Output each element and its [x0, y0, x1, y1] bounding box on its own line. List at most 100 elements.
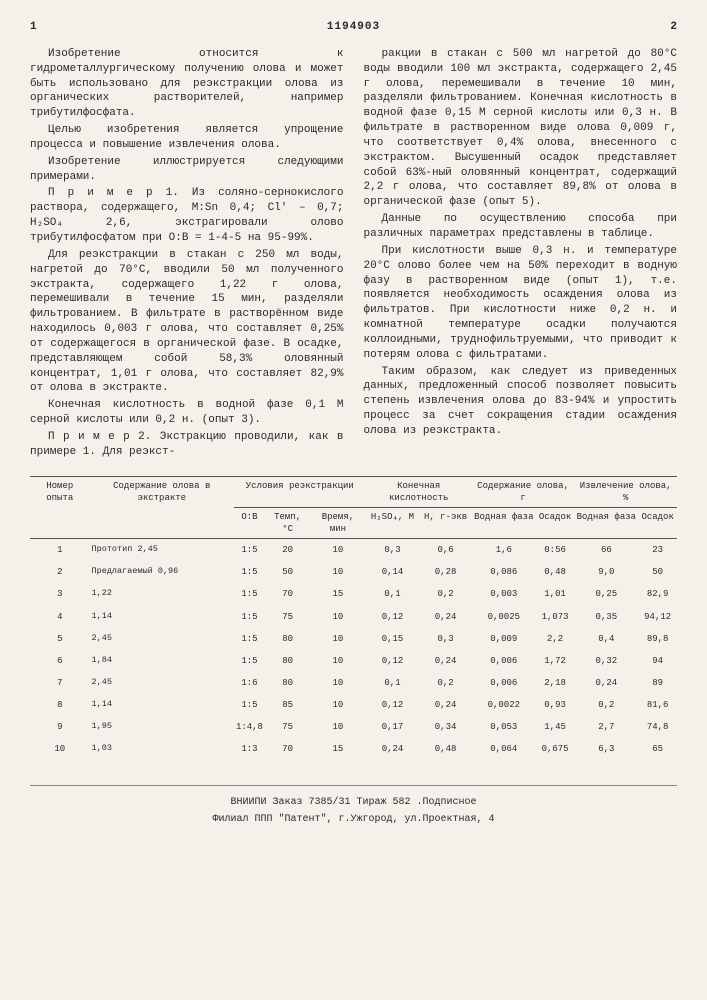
table-cell: 0,48: [536, 561, 575, 583]
table-cell: 2,18: [536, 672, 575, 694]
table-cell: 94: [638, 650, 677, 672]
table-cell: 0,086: [472, 561, 536, 583]
table-cell: 10: [310, 606, 365, 628]
table-cell: 0,32: [574, 650, 638, 672]
table-cell: 1,45: [536, 716, 575, 738]
table-cell: 23: [638, 539, 677, 562]
th: Н, г-экв: [419, 507, 471, 538]
table-cell: 0,4: [574, 628, 638, 650]
table-cell: 0,25: [574, 583, 638, 605]
table-cell: 6,3: [574, 738, 638, 760]
table-cell: 0,2: [419, 583, 471, 605]
table-cell: 1:6: [234, 672, 265, 694]
table-cell: 1:5: [234, 628, 265, 650]
table-cell: 2,45: [90, 672, 234, 694]
table-header-row-1: Номер опыта Содержание олова в экстракте…: [30, 476, 677, 507]
table-cell: 0,2: [574, 694, 638, 716]
table-cell: 82,9: [638, 583, 677, 605]
para: Изобретение иллюстрируется следующими пр…: [30, 155, 344, 185]
table-cell: 1: [30, 539, 90, 562]
table-cell: 9,0: [574, 561, 638, 583]
table-cell: 66: [574, 539, 638, 562]
para: Изобретение относится к гидрометаллургич…: [30, 47, 344, 121]
table-cell: 0,1: [366, 672, 420, 694]
table-cell: 15: [310, 738, 365, 760]
table-cell: 1:5: [234, 606, 265, 628]
table-cell: 2,45: [90, 628, 234, 650]
table-cell: 0,12: [366, 606, 420, 628]
table-cell: 1:4,8: [234, 716, 265, 738]
table-cell: 75: [265, 606, 310, 628]
table-cell: 0,3: [366, 539, 420, 562]
th: Конечная кислотность: [366, 476, 472, 507]
data-table: Номер опыта Содержание олова в экстракте…: [30, 476, 677, 761]
table-cell: 6: [30, 650, 90, 672]
table-cell: 1:3: [234, 738, 265, 760]
table-cell: 1:5: [234, 539, 265, 562]
table-cell: 94,12: [638, 606, 677, 628]
table-cell: 0,0025: [472, 606, 536, 628]
table-row: 41,141:575100,120,240,00251,0730,3594,12: [30, 606, 677, 628]
text-columns: Изобретение относится к гидрометаллургич…: [30, 47, 677, 462]
table-row: 1Прототип 2,451:520100,30,61,60:566623: [30, 539, 677, 562]
table-cell: 0,0022: [472, 694, 536, 716]
table-row: 91,951:4,875100,170,340,0531,452,774,8: [30, 716, 677, 738]
table-cell: 0:56: [536, 539, 575, 562]
table-cell: 2,7: [574, 716, 638, 738]
para: Данные по осуществлению способа при разл…: [364, 212, 678, 242]
table-cell: 50: [265, 561, 310, 583]
para: Для реэкстракции в стакан с 250 мл воды,…: [30, 248, 344, 396]
right-column: ракции в стакан с 500 мл нагретой до 80°…: [364, 47, 678, 462]
table-cell: 10: [310, 694, 365, 716]
table-cell: 1:5: [234, 561, 265, 583]
table-cell: 4: [30, 606, 90, 628]
table-cell: 0,35: [574, 606, 638, 628]
th: Водная фаза: [574, 507, 638, 538]
para: Таким образом, как следует из приведенны…: [364, 365, 678, 439]
table-cell: 7: [30, 672, 90, 694]
th: Содержание олова в экстракте: [90, 476, 234, 539]
table-cell: 0,3: [419, 628, 471, 650]
table-cell: 10: [310, 672, 365, 694]
table-cell: 0,053: [472, 716, 536, 738]
table-cell: 1,95: [90, 716, 234, 738]
left-column: Изобретение относится к гидрометаллургич…: [30, 47, 344, 462]
table-cell: 0,009: [472, 628, 536, 650]
table-cell: 0,24: [574, 672, 638, 694]
th: O:B: [234, 507, 265, 538]
document-number: 1194903: [37, 20, 671, 35]
table-cell: 9: [30, 716, 90, 738]
table-cell: 3: [30, 583, 90, 605]
th: Водная фаза: [472, 507, 536, 538]
table-cell: 50: [638, 561, 677, 583]
table-cell: 0,24: [419, 606, 471, 628]
th: Содержание олова, г: [472, 476, 575, 507]
table-cell: 1,073: [536, 606, 575, 628]
table-cell: Предлагаемый 0,96: [90, 561, 234, 583]
table-row: 2Предлагаемый 0,961:550100,140,280,0860,…: [30, 561, 677, 583]
table-cell: 0,12: [366, 650, 420, 672]
table-cell: 0,2: [419, 672, 471, 694]
footer-line: ВНИИПИ Заказ 7385/31 Тираж 582 .Подписно…: [30, 796, 677, 810]
table-row: 61,841:580100,120,240,0061,720,3294: [30, 650, 677, 672]
table-cell: 10: [30, 738, 90, 760]
table-cell: 80: [265, 628, 310, 650]
table-cell: 10: [310, 561, 365, 583]
footer: ВНИИПИ Заказ 7385/31 Тираж 582 .Подписно…: [30, 785, 677, 827]
table-cell: 80: [265, 650, 310, 672]
table-cell: 10: [310, 650, 365, 672]
table-cell: 1,72: [536, 650, 575, 672]
table-cell: 1,6: [472, 539, 536, 562]
table-cell: 0,6: [419, 539, 471, 562]
table-cell: 81,6: [638, 694, 677, 716]
para: Конечная кислотность в водной фазе 0,1 М…: [30, 398, 344, 428]
table-cell: 0,064: [472, 738, 536, 760]
table-cell: 1,01: [536, 583, 575, 605]
page-num-right: 2: [670, 20, 677, 35]
table-cell: 0,17: [366, 716, 420, 738]
th: Время, мин: [310, 507, 365, 538]
table-cell: 0,24: [366, 738, 420, 760]
table-cell: 8: [30, 694, 90, 716]
table-cell: 1,22: [90, 583, 234, 605]
th: Извлечение олова, %: [574, 476, 677, 507]
